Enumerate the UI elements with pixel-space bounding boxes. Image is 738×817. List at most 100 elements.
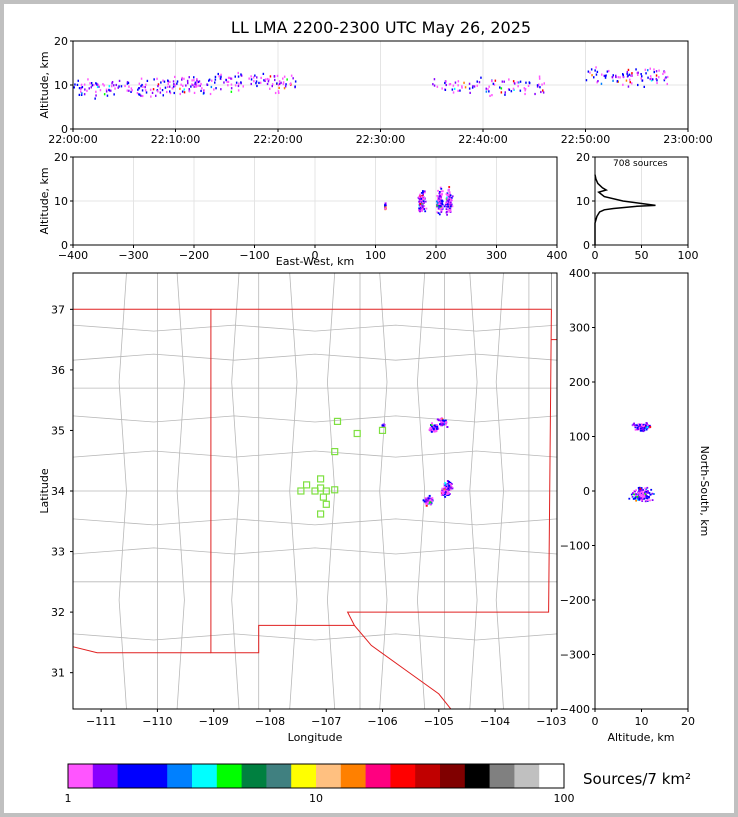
th-source-point (255, 80, 258, 83)
th-source-point (156, 77, 158, 80)
ns-points (628, 422, 655, 503)
height-histogram-panel: 0 50 100 0 10 20 (576, 151, 699, 262)
ew-source-point (437, 207, 440, 210)
ew-source-point (420, 192, 423, 194)
th-source-point (240, 81, 242, 84)
th-source-point (90, 82, 93, 85)
ew-xtick-label: −300 (118, 249, 148, 262)
ew-source-point (440, 194, 443, 197)
th-source-point (252, 76, 255, 79)
plan-source-point (425, 498, 428, 501)
plan-source-point (425, 504, 428, 507)
th-xtick-label: 22:30:00 (356, 133, 405, 146)
th-source-point (278, 82, 281, 85)
ew-source-point (439, 197, 442, 200)
plan-view-map-panel: −111 −110 −109 −108 −107 −106 −105 −104 −103 31 32… (51, 272, 566, 728)
th-source-point (136, 92, 139, 95)
th-source-point (200, 82, 202, 86)
th-source-point (542, 89, 544, 92)
ns-source-point (639, 496, 642, 498)
th-source-point (644, 68, 647, 71)
th-source-point (289, 83, 291, 86)
th-source-point (213, 88, 215, 91)
lma-station-marker (378, 426, 387, 434)
th-source-point (617, 76, 620, 79)
th-points (73, 66, 669, 100)
ns-source-point (637, 493, 640, 495)
th-source-point (201, 87, 203, 90)
th-source-point (627, 85, 630, 88)
ns-source-point (648, 492, 651, 494)
plan-source-point (441, 422, 444, 425)
th-source-point (664, 71, 666, 74)
ew-source-point (420, 198, 423, 200)
th-source-point (285, 83, 287, 86)
th-source-point (500, 91, 503, 94)
th-source-point (103, 84, 105, 87)
th-source-point (95, 82, 97, 85)
th-source-point (666, 82, 668, 86)
ew-source-point (418, 207, 421, 210)
th-source-point (196, 79, 198, 82)
ew-xlabel: East-West, km (276, 255, 354, 268)
ew-source-point (419, 201, 422, 203)
th-source-point (94, 97, 96, 100)
th-source-point (636, 71, 638, 75)
th-source-point (220, 88, 222, 91)
th-source-point (138, 93, 140, 96)
ew-ytick-label: 0 (61, 239, 68, 252)
colorbar-swatch (241, 764, 267, 788)
th-source-point (97, 83, 99, 86)
lma-station-marker (353, 429, 361, 438)
th-xtick-label: 22:40:00 (458, 133, 507, 146)
ew-source-point (436, 195, 439, 197)
map-xtick-label: −106 (367, 715, 397, 728)
plan-source-point (433, 430, 436, 433)
th-source-point (463, 81, 465, 84)
th-source-point (631, 74, 633, 77)
ew-source-point (419, 208, 421, 210)
th-source-point (524, 92, 526, 96)
th-source-point (140, 85, 142, 88)
th-source-point (622, 74, 624, 77)
mexico-border-arizona (73, 646, 211, 654)
ew-source-point (418, 200, 420, 203)
th-source-point (105, 88, 108, 91)
th-source-point (215, 87, 217, 90)
ew-source-point (422, 195, 424, 198)
th-source-point (453, 87, 456, 90)
ns-source-point (628, 497, 631, 500)
plan-source-point (440, 423, 443, 426)
map-ylabel: Latitude (38, 468, 51, 514)
colorbar-swatch (415, 764, 441, 788)
th-source-point (194, 81, 197, 84)
ew-source-point (440, 196, 442, 199)
colorbar: 1 10 100 (65, 763, 575, 805)
map-ytick-label: 35 (51, 424, 65, 437)
th-source-point (457, 80, 460, 83)
th-source-point (641, 79, 643, 82)
th-source-point (208, 78, 211, 81)
ew-source-point (423, 197, 426, 200)
ns-xtick-label: 10 (635, 715, 649, 728)
plan-source-point (432, 425, 435, 428)
th-source-point (146, 79, 149, 82)
th-source-point (195, 83, 197, 86)
th-source-point (195, 85, 198, 88)
ns-source-point (637, 423, 640, 426)
plan-source-point (425, 500, 428, 503)
ew-source-point (437, 189, 439, 192)
th-source-point (433, 78, 436, 81)
th-source-point (214, 75, 217, 78)
colorbar-swatch (167, 764, 193, 788)
th-source-point (203, 91, 205, 95)
th-source-point (197, 80, 200, 84)
th-source-point (210, 85, 213, 89)
ew-source-point (423, 190, 426, 193)
th-source-point (266, 77, 269, 81)
ns-source-point (640, 426, 643, 429)
lma-station-marker (311, 487, 319, 495)
th-source-point (478, 81, 481, 84)
ew-source-point (424, 200, 427, 203)
th-source-point (220, 75, 222, 78)
